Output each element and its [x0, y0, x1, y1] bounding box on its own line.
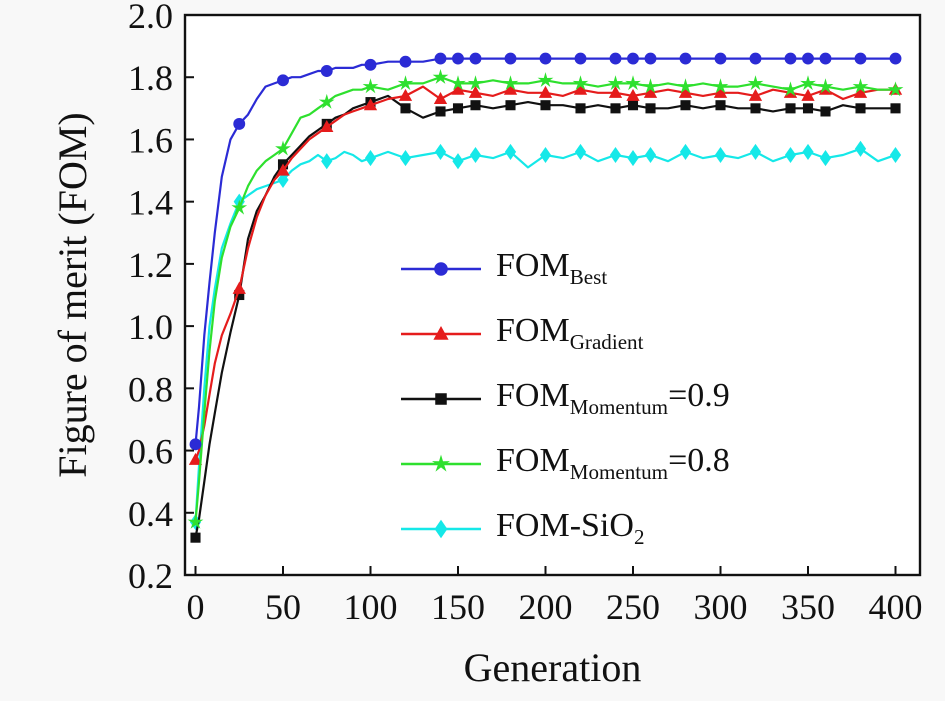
y-tick-label: 2.0 [128, 0, 173, 36]
y-tick-label: 0.2 [128, 556, 173, 596]
series-fom-best [189, 52, 902, 451]
y-axis-ticks: 0.2 0.4 0.6 0.8 1.0 1.2 1.4 1.6 1.8 2.0 [128, 0, 194, 596]
legend-label-fom-momentum-08: FOMMomentum=0.8 [496, 442, 730, 484]
series-markers-fom-best [189, 52, 902, 451]
legend-label-fom-best: FOMBest [496, 247, 608, 289]
series-fom-momentum-09 [190, 94, 901, 543]
legend-item-fom-momentum-08: FOMMomentum=0.8 [398, 431, 730, 496]
x-axis-ticks: 0 50 100 150 200 250 300 350 400 [187, 566, 923, 627]
legend-label-fom-sio2: FOM-SiO2 [496, 507, 645, 549]
legend-sample-fom-gradient-icon [401, 325, 481, 340]
plot-frame [183, 13, 922, 577]
legend-label-fom-momentum-09: FOMMomentum=0.9 [496, 377, 730, 419]
y-axis-title: Figure of merit (FOM) [50, 112, 95, 478]
y-tick-label: 0.6 [128, 432, 173, 472]
legend-item-fom-gradient: FOMGradient [398, 301, 730, 366]
legend-item-fom-best: FOMBest [398, 236, 730, 301]
legend-item-fom-sio2: FOM-SiO2 [398, 496, 730, 561]
legend-label-fom-gradient: FOMGradient [496, 312, 644, 354]
x-tick-label: 50 [265, 587, 301, 627]
y-tick-label: 1.2 [128, 245, 173, 285]
legend-sample-fom-best-icon [401, 261, 481, 276]
y-tick-label: 0.8 [128, 369, 173, 409]
x-tick-label: 0 [187, 587, 205, 627]
x-tick-label: 350 [781, 587, 835, 627]
series-markers-fom-momentum-08 [187, 69, 904, 529]
x-tick-label: 100 [344, 587, 398, 627]
y-tick-label: 1.4 [128, 183, 173, 223]
x-tick-label: 150 [431, 587, 485, 627]
x-tick-label: 400 [869, 587, 923, 627]
legend-sample-fom-sio2-icon [401, 519, 481, 538]
y-tick-label: 1.6 [128, 120, 173, 160]
y-tick-label: 0.4 [128, 494, 173, 534]
x-tick-label: 250 [606, 587, 660, 627]
y-tick-label: 1.8 [128, 58, 173, 98]
series-markers-fom-momentum-09 [190, 97, 901, 543]
legend: FOMBest FOMGradient FOMMomentum=0.9 FOMM… [398, 236, 730, 561]
legend-item-fom-momentum-09: FOMMomentum=0.9 [398, 366, 730, 431]
legend-sample-fom-momentum-09-icon [401, 392, 481, 405]
x-tick-label: 300 [694, 587, 748, 627]
x-tick-label: 200 [519, 587, 573, 627]
y-tick-label: 1.0 [128, 307, 173, 347]
series-fom-momentum-08 [187, 69, 904, 529]
x-axis-title: Generation [463, 645, 642, 690]
legend-sample-fom-momentum-08-icon [401, 454, 481, 472]
